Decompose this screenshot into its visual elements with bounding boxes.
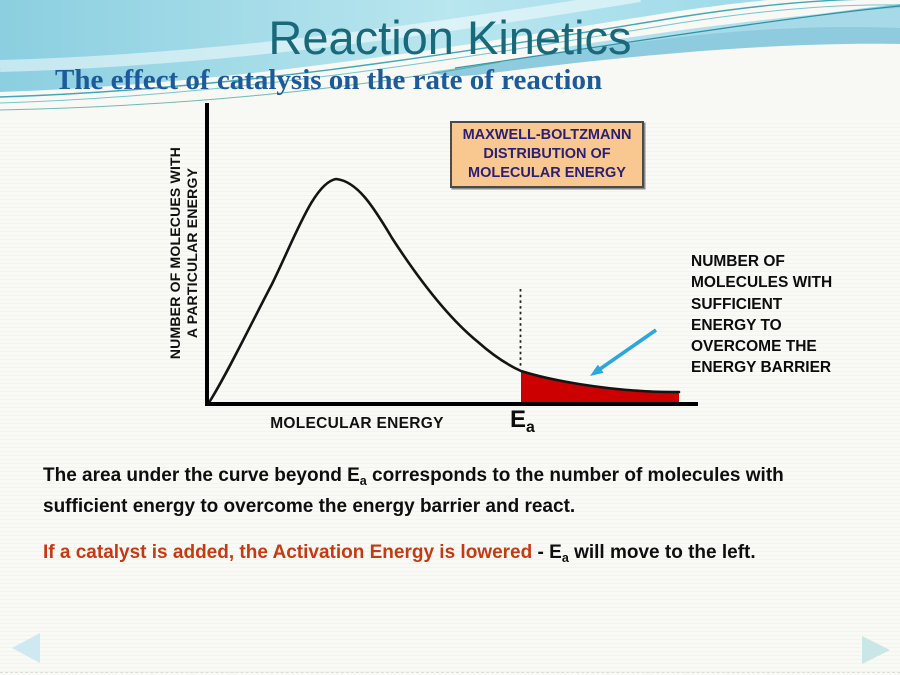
p1-ea-subscript: a (359, 473, 367, 488)
sufficient-energy-annotation: NUMBER OF MOLECULES WITH SUFFICIENT ENER… (691, 251, 832, 379)
distribution-curve (208, 177, 681, 403)
p2-ea-symbol: E (549, 542, 562, 563)
annotation-arrow-shaft (598, 328, 658, 371)
header-teal-line-3 (454, 5, 900, 69)
annotation-line3: SUFFICIENT (691, 295, 783, 313)
maxwell-boltzmann-title-box: MAXWELL-BOLTZMANN DISTRIBUTION OF MOLECU… (450, 121, 644, 188)
header-wave-decoration (0, 0, 900, 120)
p2-red-text: If a catalyst is added, the Activation E… (43, 542, 533, 563)
previous-slide-arrow-icon (12, 633, 40, 663)
slide-bottom-edge (0, 672, 900, 673)
x-axis-label: MOLECULAR ENERGY (270, 415, 444, 432)
body-paragraph-area-under-curve: The area under the curve beyond Ea corre… (43, 463, 858, 520)
ea-axis-label: Ea (510, 406, 535, 437)
p2-dash: - (532, 542, 550, 563)
ea-subscript: a (526, 418, 535, 436)
header-white-swoosh-highlight (0, 0, 641, 72)
y-axis-label-line1: NUMBER OF MOLECUES WITH (167, 146, 183, 360)
p1-text-pre: The area under the curve beyond E (43, 465, 360, 486)
slide-title: Reaction Kinetics (268, 11, 632, 64)
p2-text-post: will move to the left. (568, 542, 756, 563)
header-green-line (0, 61, 501, 111)
annotation-line6: ENERGY BARRIER (691, 359, 832, 377)
annotation-line4: ENERGY TO (691, 316, 782, 334)
ea-symbol: E (510, 406, 527, 433)
annotation-line2: MOLECULES WITH (691, 274, 833, 292)
box-title-line2: DISTRIBUTION OF (483, 145, 611, 162)
slide-subtitle: The effect of catalysis on the rate of r… (55, 64, 603, 96)
annotation-line1: NUMBER OF (691, 253, 785, 270)
annotation-line5: OVERCOME THE (691, 338, 817, 356)
p1-text-post: corresponds to the number of molecules w… (43, 465, 784, 518)
next-slide-arrow-icon (862, 636, 890, 664)
header-teal-line-2 (0, 4, 900, 104)
y-axis-label: NUMBER OF MOLECUES WITH A PARTICULAR ENE… (167, 147, 201, 359)
box-title-line1: MAXWELL-BOLTZMANN (462, 126, 632, 143)
shaded-area-beyond-ea (521, 371, 679, 403)
y-axis-label-line2: A PARTICULAR ENERGY (184, 167, 200, 339)
body-paragraph-catalyst: If a catalyst is added, the Activation E… (43, 540, 883, 571)
header-teal-line-1 (0, 0, 860, 98)
annotation-arrow-head-icon (590, 364, 604, 376)
p2-ea-subscript: a (561, 550, 569, 565)
box-title-line3: MOLECULAR ENERGY (468, 165, 626, 182)
previous-slide-button[interactable] (12, 633, 40, 663)
next-slide-button[interactable] (862, 636, 890, 664)
header-white-wave (0, 0, 900, 120)
